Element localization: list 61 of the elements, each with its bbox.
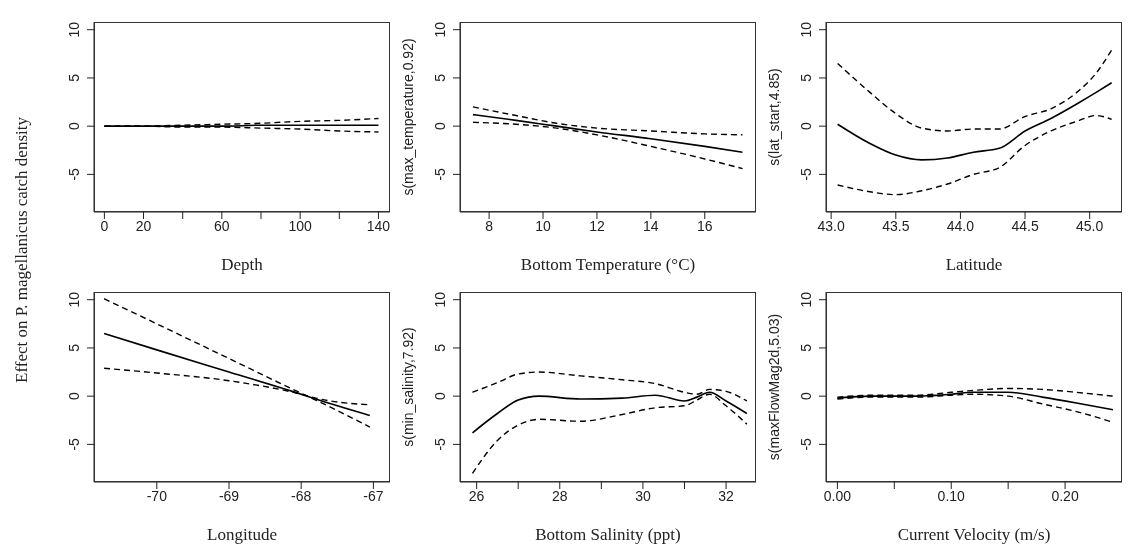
y-tick-label: -5	[432, 167, 448, 181]
y-tick-label: -5	[66, 167, 82, 181]
x-tick-label: 20	[135, 217, 152, 234]
x-tick-label: 0.00	[823, 487, 852, 504]
x-axis-title: Bottom Salinity (ppt)	[535, 525, 681, 544]
y-tick-label: 0	[798, 122, 814, 131]
y-tick-label: -5	[798, 437, 814, 451]
x-tick-label: 43.5	[882, 217, 910, 234]
x-axis-title: Bottom Temperature (°C)	[520, 255, 696, 274]
x-tick-label: -70	[146, 487, 168, 504]
y-axis-title: s(lat_start,4.85)	[765, 68, 782, 166]
y-axis-title: s(min_salinity,7.92)	[399, 327, 416, 447]
x-tick-label: -69	[218, 487, 240, 504]
y-axis-title: s(maxFlowMag2d,5.03)	[765, 313, 782, 461]
x-tick-label: 10	[535, 217, 552, 234]
y-tick-label: 5	[432, 343, 448, 352]
y-tick-label: 5	[798, 73, 814, 82]
y-tick-label: 0	[66, 122, 82, 131]
y-tick-label: 0	[432, 392, 448, 401]
x-tick-label: 8	[485, 217, 494, 234]
y-tick-label: 5	[798, 343, 814, 352]
y-tick-label: 0	[66, 392, 82, 401]
x-tick-label: 26	[468, 487, 485, 504]
x-tick-label: 14	[643, 217, 659, 234]
y-tick-label: 10	[66, 21, 82, 38]
x-tick-label: 0.20	[1051, 487, 1079, 504]
x-tick-label: 140	[366, 217, 391, 234]
x-tick-label: 100	[288, 217, 313, 234]
x-tick-label: 12	[589, 217, 605, 234]
x-tick-label: 45.0	[1076, 217, 1104, 234]
x-tick-label: 60	[214, 217, 230, 234]
y-tick-label: 10	[66, 291, 82, 308]
y-tick-label: 10	[798, 291, 814, 308]
y-tick-label: 5	[66, 343, 82, 352]
x-tick-label: 28	[551, 487, 568, 504]
x-tick-label: 43.0	[817, 217, 846, 234]
y-tick-label: 0	[798, 392, 814, 401]
y-tick-label: 10	[432, 291, 448, 308]
y-tick-label: 10	[798, 21, 814, 38]
x-tick-label: 0.10	[937, 487, 966, 504]
x-tick-label: 44.5	[1011, 217, 1039, 234]
x-tick-label: 44.0	[946, 217, 975, 234]
x-tick-label: -67	[363, 487, 384, 504]
y-tick-label: -5	[798, 167, 814, 181]
y-tick-label: -5	[66, 437, 82, 451]
x-axis-title: Longitude	[207, 525, 277, 544]
x-tick-label: -68	[291, 487, 312, 504]
x-axis-title: Current Velocity (m/s)	[897, 525, 1051, 544]
x-tick-label: 0	[100, 217, 109, 234]
y-axis-title: Effect on P. magellanicus catch density	[12, 117, 32, 383]
y-tick-label: 5	[66, 73, 82, 82]
y-tick-label: 5	[432, 73, 448, 82]
x-tick-label: 16	[696, 217, 713, 234]
x-axis-title: Latitude	[945, 255, 1003, 274]
x-axis-title: Depth	[221, 255, 264, 274]
y-tick-label: 10	[432, 21, 448, 38]
x-tick-label: 32	[718, 487, 735, 504]
y-axis-title: s(max_temperature,0.92)	[399, 38, 416, 196]
y-tick-label: 0	[432, 122, 448, 131]
y-tick-label: -5	[432, 437, 448, 451]
x-tick-label: 30	[635, 487, 651, 504]
